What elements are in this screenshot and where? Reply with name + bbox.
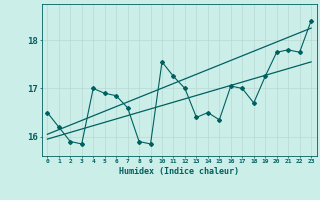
X-axis label: Humidex (Indice chaleur): Humidex (Indice chaleur): [119, 167, 239, 176]
